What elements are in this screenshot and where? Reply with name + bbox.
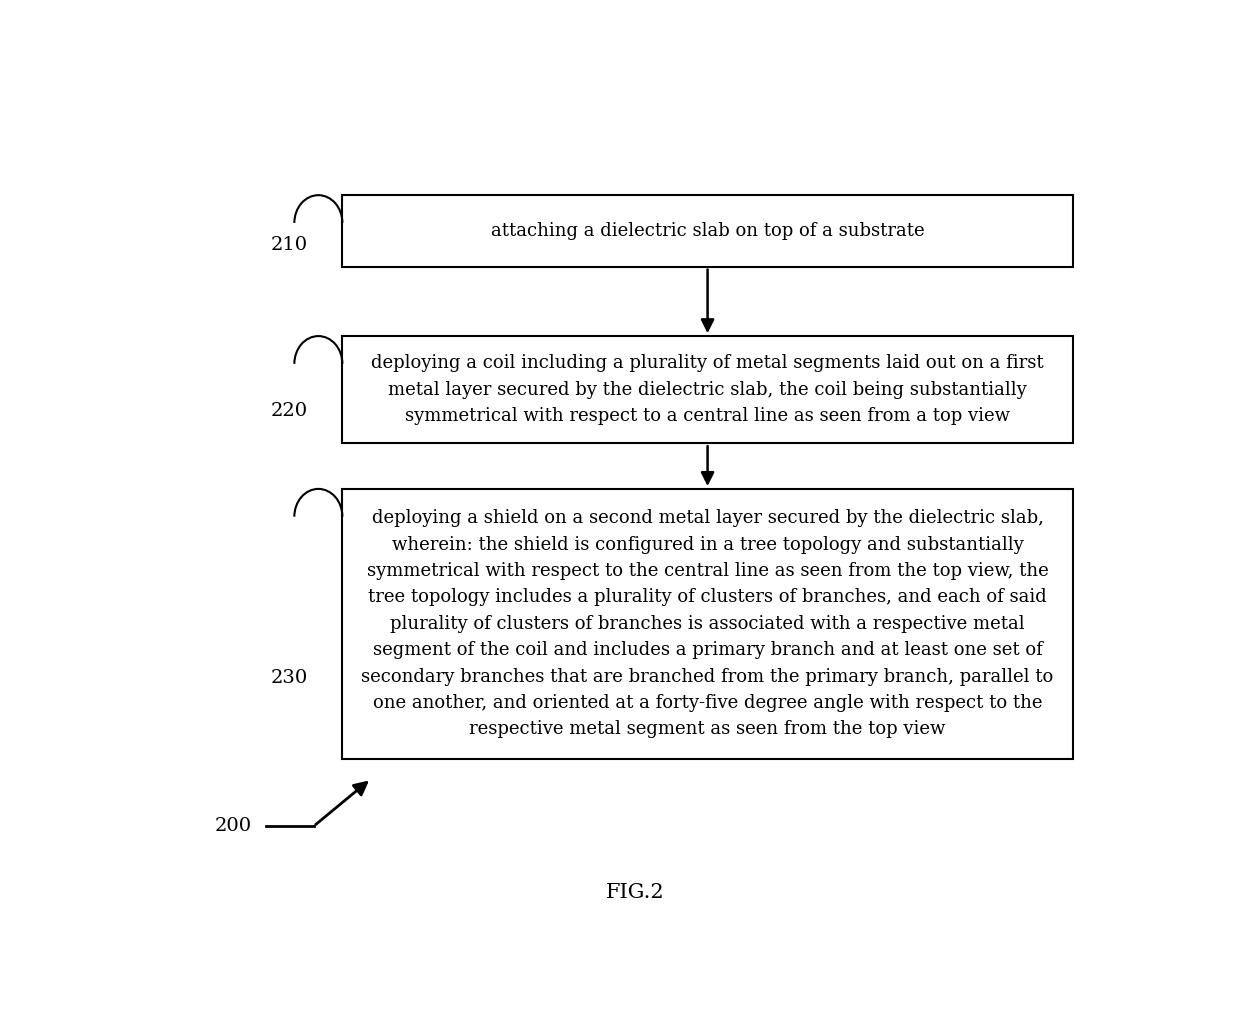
Text: 210: 210 <box>272 236 308 255</box>
Text: 200: 200 <box>215 818 252 835</box>
Text: deploying a coil including a plurality of metal segments laid out on a first
met: deploying a coil including a plurality o… <box>371 355 1044 425</box>
Text: attaching a dielectric slab on top of a substrate: attaching a dielectric slab on top of a … <box>491 222 924 240</box>
Text: 230: 230 <box>270 669 309 687</box>
FancyBboxPatch shape <box>342 336 1073 443</box>
FancyBboxPatch shape <box>342 489 1073 759</box>
Text: 220: 220 <box>272 402 308 420</box>
Text: deploying a shield on a second metal layer secured by the dielectric slab,
where: deploying a shield on a second metal lay… <box>361 509 1054 738</box>
Text: FIG.2: FIG.2 <box>606 883 665 902</box>
FancyBboxPatch shape <box>342 195 1073 267</box>
